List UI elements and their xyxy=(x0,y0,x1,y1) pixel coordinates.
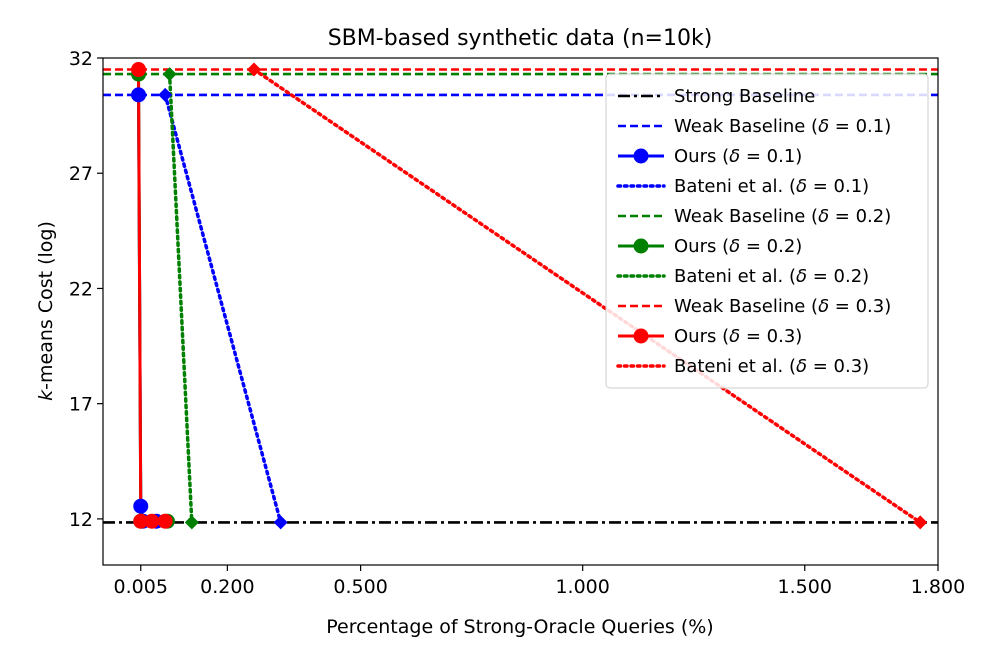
x-tick-label: 1.500 xyxy=(778,576,832,598)
y-tick-label: 27 xyxy=(69,163,93,185)
y-tick-label: 22 xyxy=(69,278,93,300)
data-point-bateni-et-al-0-1 xyxy=(273,515,288,530)
legend-label-weak-baseline-0-3: Weak Baseline (δ = 0.3) xyxy=(674,296,891,317)
x-tick-label: 0.005 xyxy=(114,576,168,598)
data-point-ours-0-3 xyxy=(144,513,160,529)
y-axis-ticks: 12 17 22 27 32 xyxy=(69,48,103,531)
series-line-ours-0-2 xyxy=(137,74,168,523)
series-line-bateni-et-al-0-1 xyxy=(163,93,283,525)
legend-label-weak-baseline-0-1: Weak Baseline (δ = 0.1) xyxy=(674,116,891,137)
y-axis-label-rest: -means Cost (log) xyxy=(35,221,57,390)
data-point-ours-0-1 xyxy=(131,87,147,103)
legend-label-ours-0-2: Ours (δ = 0.2) xyxy=(674,236,802,257)
plot-frame xyxy=(102,57,939,566)
chart-title: SBM-based synthetic data (n=10k) xyxy=(328,26,713,51)
series-line-bateni-et-al-0-2 xyxy=(167,72,194,525)
marker-layer xyxy=(131,62,928,530)
legend-label-ours-0-1: Ours (δ = 0.1) xyxy=(674,146,802,167)
data-point-bateni-et-al-0-3 xyxy=(247,62,262,77)
legend-label-ours-0-3: Ours (δ = 0.3) xyxy=(674,326,802,347)
y-tick-label: 12 xyxy=(69,509,93,531)
series-line-ours-0-3 xyxy=(137,69,166,523)
data-point-bateni-et-al-0-2 xyxy=(162,67,177,82)
legend-label-weak-baseline-0-2: Weak Baseline (δ = 0.2) xyxy=(674,206,891,227)
legend-label-strong-baseline: Strong Baseline xyxy=(674,86,815,107)
x-tick-label: 1.000 xyxy=(555,576,609,598)
x-tick-label: 1.800 xyxy=(911,576,965,598)
legend-marker-ours-0-2 xyxy=(633,238,649,254)
data-point-ours-0-3 xyxy=(133,513,149,529)
y-axis-label: k-means Cost (log) xyxy=(35,221,57,401)
data-point-ours-0-3 xyxy=(131,62,147,78)
legend: Strong Baseline Weak Baseline (δ = 0.1) Ou… xyxy=(605,73,929,389)
x-axis-ticks: 0.005 0.200 0.500 1.000 1.500 1.800 xyxy=(114,565,965,598)
data-point-bateni-et-al-0-2 xyxy=(184,515,199,530)
x-tick-label: 0.500 xyxy=(333,576,387,598)
legend-label-bateni-et-al-0-1: Bateni et al. (δ = 0.1) xyxy=(674,176,869,197)
legend-label-bateni-et-al-0-2: Bateni et al. (δ = 0.2) xyxy=(674,266,869,287)
data-point-bateni-et-al-0-1 xyxy=(158,87,173,102)
legend-marker-ours-0-3 xyxy=(633,328,649,344)
x-axis-label: Percentage of Strong-Oracle Queries (%) xyxy=(326,616,713,638)
y-tick-label: 17 xyxy=(69,394,93,416)
legend-marker-ours-0-1 xyxy=(633,148,649,164)
data-point-ours-0-1 xyxy=(133,498,149,514)
legend-label-bateni-et-al-0-3: Bateni et al. (δ = 0.3) xyxy=(674,356,869,377)
x-tick-label: 0.200 xyxy=(200,576,254,598)
data-point-bateni-et-al-0-3 xyxy=(913,515,928,530)
data-point-ours-0-3 xyxy=(157,513,173,529)
series-line-bateni-et-al-0-3 xyxy=(252,67,922,525)
y-axis-label-italic: k xyxy=(35,389,57,401)
legend-box xyxy=(605,73,929,389)
y-tick-label: 32 xyxy=(69,48,93,70)
